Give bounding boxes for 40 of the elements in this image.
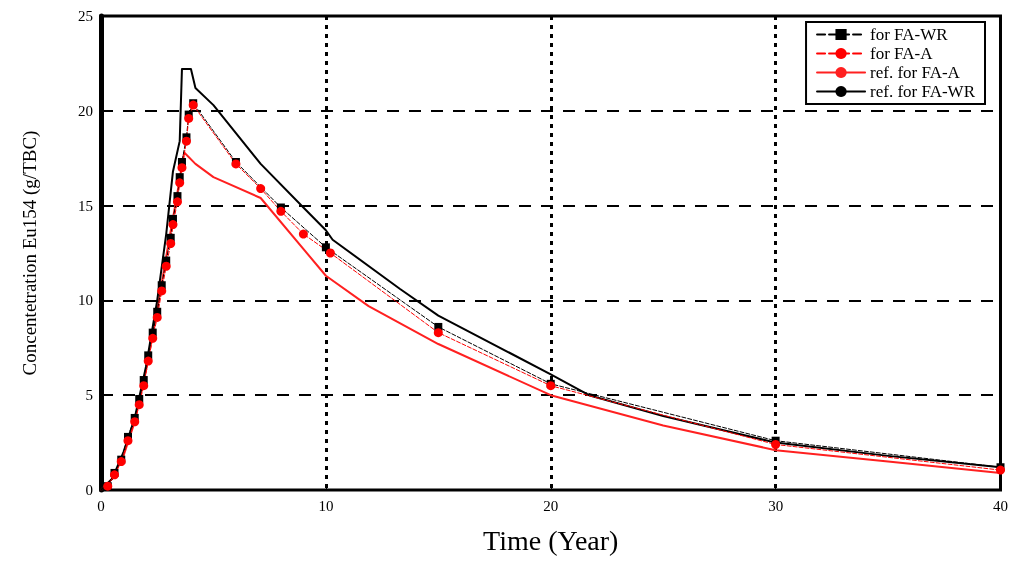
point xyxy=(181,136,191,146)
legend-label: for FA-WR xyxy=(870,25,949,44)
point xyxy=(157,286,167,296)
y-tick-label: 10 xyxy=(78,292,93,309)
point xyxy=(152,312,162,322)
point xyxy=(298,229,308,239)
y-tick-label: 20 xyxy=(78,102,93,119)
point xyxy=(771,440,781,449)
x-tick-label: 20 xyxy=(543,497,559,514)
point xyxy=(172,197,182,207)
point xyxy=(166,239,176,249)
x-tick-label: 30 xyxy=(768,497,784,514)
point xyxy=(276,206,286,216)
y-tick-label: 0 xyxy=(85,482,93,498)
point xyxy=(123,436,133,446)
point xyxy=(148,333,158,343)
point xyxy=(175,178,185,188)
y-tick-label: 15 xyxy=(78,197,93,214)
point xyxy=(143,356,153,366)
legend-label: for FA-A xyxy=(870,44,934,63)
point xyxy=(161,261,171,271)
point xyxy=(134,400,144,410)
point xyxy=(168,220,178,230)
point xyxy=(177,163,187,173)
x-tick-label: 0 xyxy=(97,497,105,514)
legend-label: ref. for FA-A xyxy=(870,63,961,82)
legend-label: ref. for FA-WR xyxy=(870,82,976,101)
y-axis-title: Concentetration Eu154 (g/TBC) xyxy=(19,130,41,376)
x-tick-label: 10 xyxy=(318,497,334,514)
x-axis-title: Time (Year) xyxy=(483,524,619,556)
point xyxy=(321,243,330,252)
point xyxy=(256,184,266,194)
x-tick-label: 40 xyxy=(993,497,1008,514)
y-tick-label: 5 xyxy=(85,387,93,404)
point xyxy=(139,381,149,391)
point xyxy=(184,113,194,123)
y-tick-label: 25 xyxy=(78,8,93,24)
point xyxy=(433,328,443,338)
point xyxy=(130,417,140,427)
point xyxy=(325,248,335,258)
